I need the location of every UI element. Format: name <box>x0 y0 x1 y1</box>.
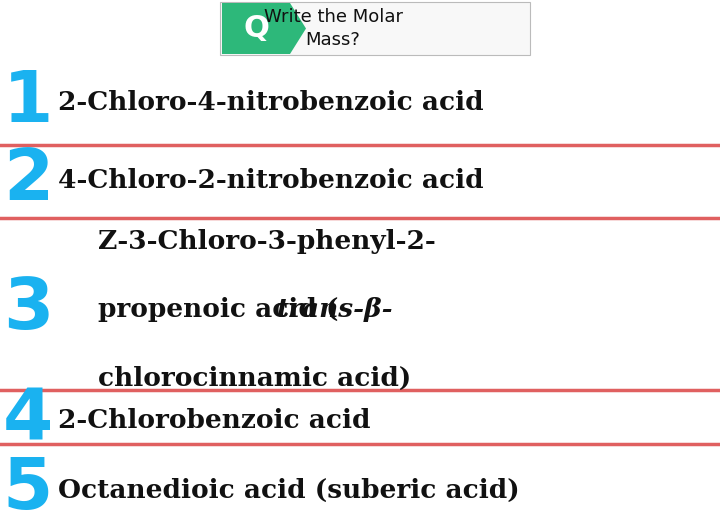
Text: 4: 4 <box>3 386 53 454</box>
Polygon shape <box>222 3 306 54</box>
Text: Z-3-Chloro-3-phenyl-2-: Z-3-Chloro-3-phenyl-2- <box>98 229 436 254</box>
Text: 3: 3 <box>3 276 53 345</box>
Text: 2-Chloro-4-nitrobenzoic acid: 2-Chloro-4-nitrobenzoic acid <box>58 90 484 115</box>
Text: Q: Q <box>243 14 269 43</box>
Text: Write the Molar
Mass?: Write the Molar Mass? <box>264 7 402 49</box>
Text: 5: 5 <box>3 455 53 525</box>
Text: 2: 2 <box>3 145 53 214</box>
Text: chlorocinnamic acid): chlorocinnamic acid) <box>98 365 411 390</box>
Text: propenoic acid (: propenoic acid ( <box>98 297 338 322</box>
Text: 4-Chloro-2-nitrobenzoic acid: 4-Chloro-2-nitrobenzoic acid <box>58 168 484 193</box>
FancyBboxPatch shape <box>220 2 530 55</box>
Text: Octanedioic acid (suberic acid): Octanedioic acid (suberic acid) <box>58 478 520 503</box>
Text: 2-Chlorobenzoic acid: 2-Chlorobenzoic acid <box>58 408 371 433</box>
Text: 1: 1 <box>3 69 53 137</box>
Text: trans-β-: trans-β- <box>277 297 394 322</box>
